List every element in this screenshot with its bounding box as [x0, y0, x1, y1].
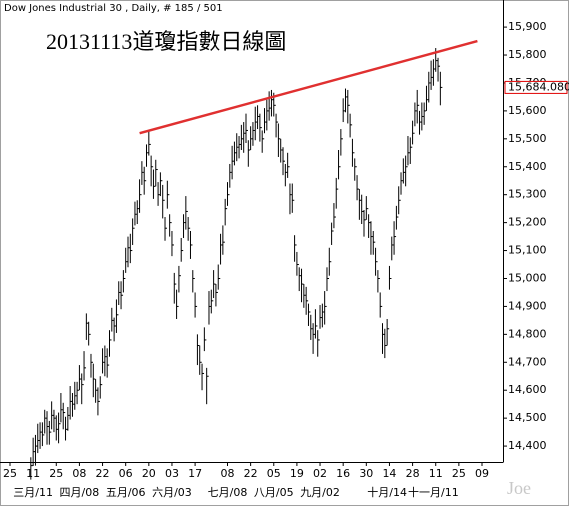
x-tick-label: 08	[72, 467, 86, 480]
watermark: Joe	[507, 478, 531, 498]
month-label: 四月/08	[60, 486, 100, 499]
x-tick-label: 19	[290, 467, 304, 480]
y-tick-label: 15,100	[508, 244, 547, 257]
month-label: 七月/08	[208, 486, 248, 499]
month-label: 十一月/11	[408, 485, 459, 499]
x-tick-label: 25	[3, 467, 17, 480]
x-tick-label: 30	[359, 467, 373, 480]
x-tick-label: 11	[429, 467, 443, 480]
x-tick-label: 22	[96, 467, 110, 480]
x-tick-label: 20	[142, 467, 156, 480]
month-label: 六月/03	[152, 486, 192, 499]
y-tick-label: 14,700	[508, 355, 547, 368]
x-tick-label: 05	[267, 467, 281, 480]
y-tick-label: 15,000	[508, 271, 547, 284]
y-tick-label: 15,300	[508, 188, 547, 201]
y-tick-label: 14,400	[508, 439, 547, 452]
header: Dow Jones Industrial 30 , Daily, # 185 /…	[4, 3, 223, 14]
y-tick-label: 15,500	[508, 132, 547, 145]
month-label: 三月/11	[13, 486, 53, 499]
month-label: 八月/05	[254, 486, 294, 499]
x-tick-label: 09	[475, 467, 489, 480]
month-label: 五月/06	[106, 486, 146, 499]
y-tick-label: 15,400	[508, 160, 547, 173]
trendline	[139, 39, 478, 135]
x-tick-label: 17	[188, 467, 202, 480]
y-tick-label: 14,500	[508, 411, 547, 424]
month-label: 九月/02	[300, 486, 340, 499]
y-tick-label: 14,900	[508, 299, 547, 312]
last-price-box	[504, 80, 568, 94]
y-tick-label: 15,800	[508, 48, 547, 61]
x-tick-label: 02	[313, 467, 327, 480]
chart-title: 20131113道瓊指數日線圖	[46, 29, 286, 54]
x-tick-label: 14	[382, 467, 396, 480]
x-tick-label: 25	[452, 467, 466, 480]
x-tick-label: 22	[244, 467, 258, 480]
y-tick-label: 15,900	[508, 20, 547, 33]
x-tick-label: 28	[406, 467, 420, 480]
x-tick-label: 06	[119, 467, 133, 480]
last-price-label: 15,684.080	[508, 80, 569, 93]
x-tick-label: 25	[49, 467, 63, 480]
y-tick-label: 14,600	[508, 383, 547, 396]
x-tick-label: 03	[165, 467, 179, 480]
x-tick-label: 11	[26, 467, 40, 480]
x-tick-label: 08	[220, 467, 234, 480]
x-tick-label: 16	[336, 467, 350, 480]
y-tick-label: 14,800	[508, 327, 547, 340]
month-label: 十月/14	[367, 485, 407, 499]
y-tick-label: 15,200	[508, 216, 547, 229]
y-tick-label: 15,600	[508, 104, 547, 117]
